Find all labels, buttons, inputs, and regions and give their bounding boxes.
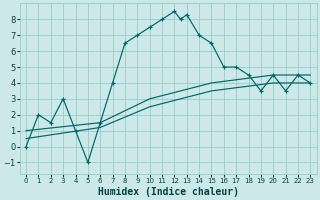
- X-axis label: Humidex (Indice chaleur): Humidex (Indice chaleur): [98, 186, 239, 197]
